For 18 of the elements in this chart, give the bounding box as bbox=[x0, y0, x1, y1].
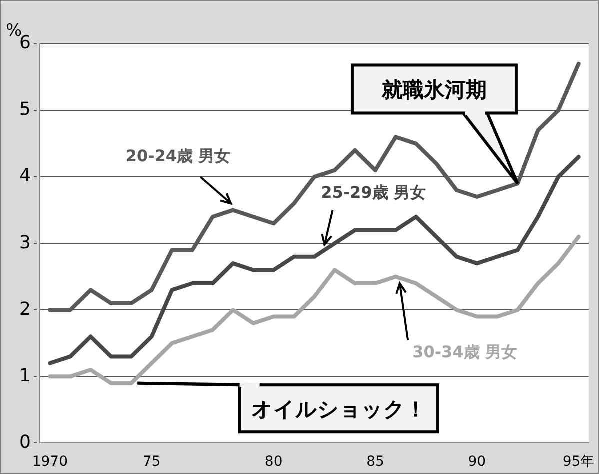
speech-bubble: 就職氷河期 bbox=[350, 64, 520, 186]
x-tick-label: 90 bbox=[468, 454, 486, 470]
x-tick-label: 80 bbox=[264, 454, 283, 470]
y-tick-label: 3 bbox=[20, 232, 31, 254]
series-label: 25-29歳 男女 bbox=[321, 182, 426, 202]
x-tick-label: 75 bbox=[142, 454, 161, 470]
y-tick-label: 1 bbox=[20, 365, 31, 386]
x-tick-label: 95年 bbox=[562, 454, 595, 470]
annotation: オイルショック！ bbox=[251, 398, 426, 422]
y-tick-label: 2 bbox=[20, 298, 31, 320]
y-tick-label: 5 bbox=[20, 99, 31, 120]
x-tick-label: 1970 bbox=[32, 454, 68, 470]
y-tick-label: 4 bbox=[20, 166, 31, 187]
text: 20-24歳 男女 bbox=[126, 146, 231, 166]
annotation: 就職氷河期 bbox=[380, 78, 487, 102]
series-label: 30-34歳 男女 bbox=[412, 342, 518, 362]
y-tick-label: 0 bbox=[20, 432, 31, 453]
x-tick-label: 85 bbox=[366, 454, 384, 470]
